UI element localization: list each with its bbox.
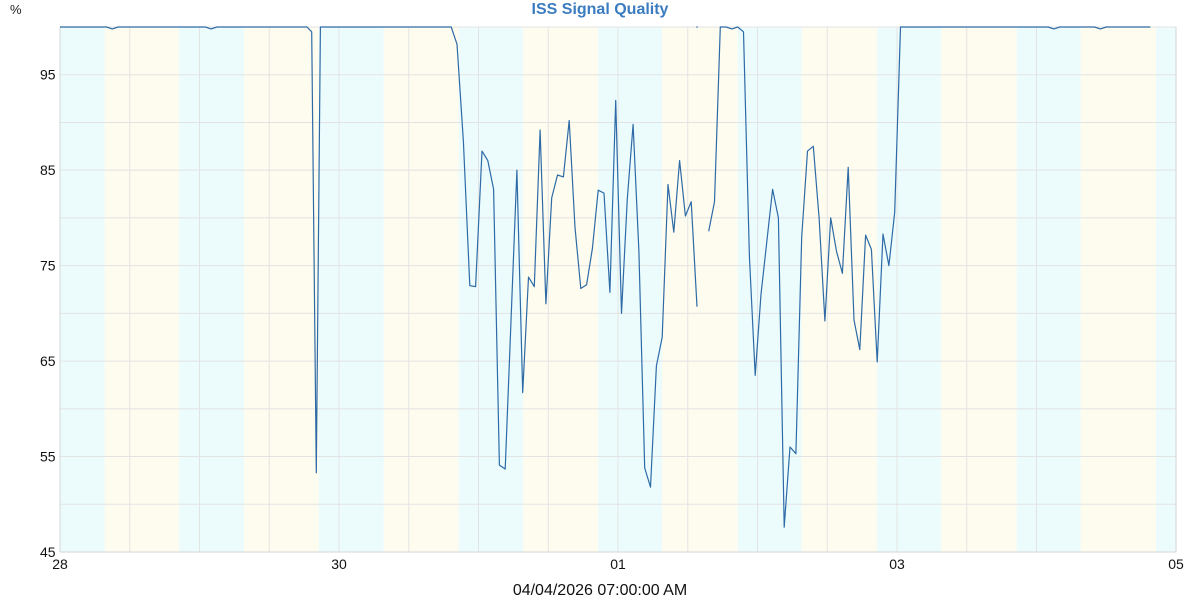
band-day-1 [104,27,180,552]
band-day-15 [1080,27,1157,552]
band-day-7 [523,27,599,552]
y-tick-label: 45 [40,544,56,560]
band-day-9 [662,27,738,552]
y-axis-unit-label: % [10,2,22,17]
band-day-5 [383,27,459,552]
x-tick-label: 01 [610,556,626,572]
band-day-3 [244,27,319,552]
series-line-segment [708,26,1151,528]
x-tick-label: 05 [1168,556,1184,572]
y-tick-label: 85 [40,162,56,178]
band-night-16 [1156,27,1176,552]
band-night-8 [598,27,663,552]
x-tick-label: 30 [331,556,347,572]
band-night-2 [179,27,245,552]
x-tick-label: 03 [889,556,905,572]
band-day-11 [801,27,878,552]
band-night-0 [60,27,105,552]
y-tick-label: 75 [40,258,56,274]
y-tick-label: 55 [40,449,56,465]
current-timestamp: 04/04/2026 07:00:00 AM [512,582,688,599]
x-tick-label: 28 [52,556,68,572]
band-night-6 [458,27,524,552]
series-line-segment [60,26,698,488]
band-night-14 [1016,27,1081,552]
band-night-4 [318,27,384,552]
series-point [696,26,698,28]
band-night-10 [737,27,802,552]
y-tick-label: 95 [40,67,56,83]
y-tick-label: 65 [40,353,56,369]
chart-title: ISS Signal Quality [531,1,669,18]
band-night-12 [877,27,942,552]
band-day-13 [941,27,1017,552]
